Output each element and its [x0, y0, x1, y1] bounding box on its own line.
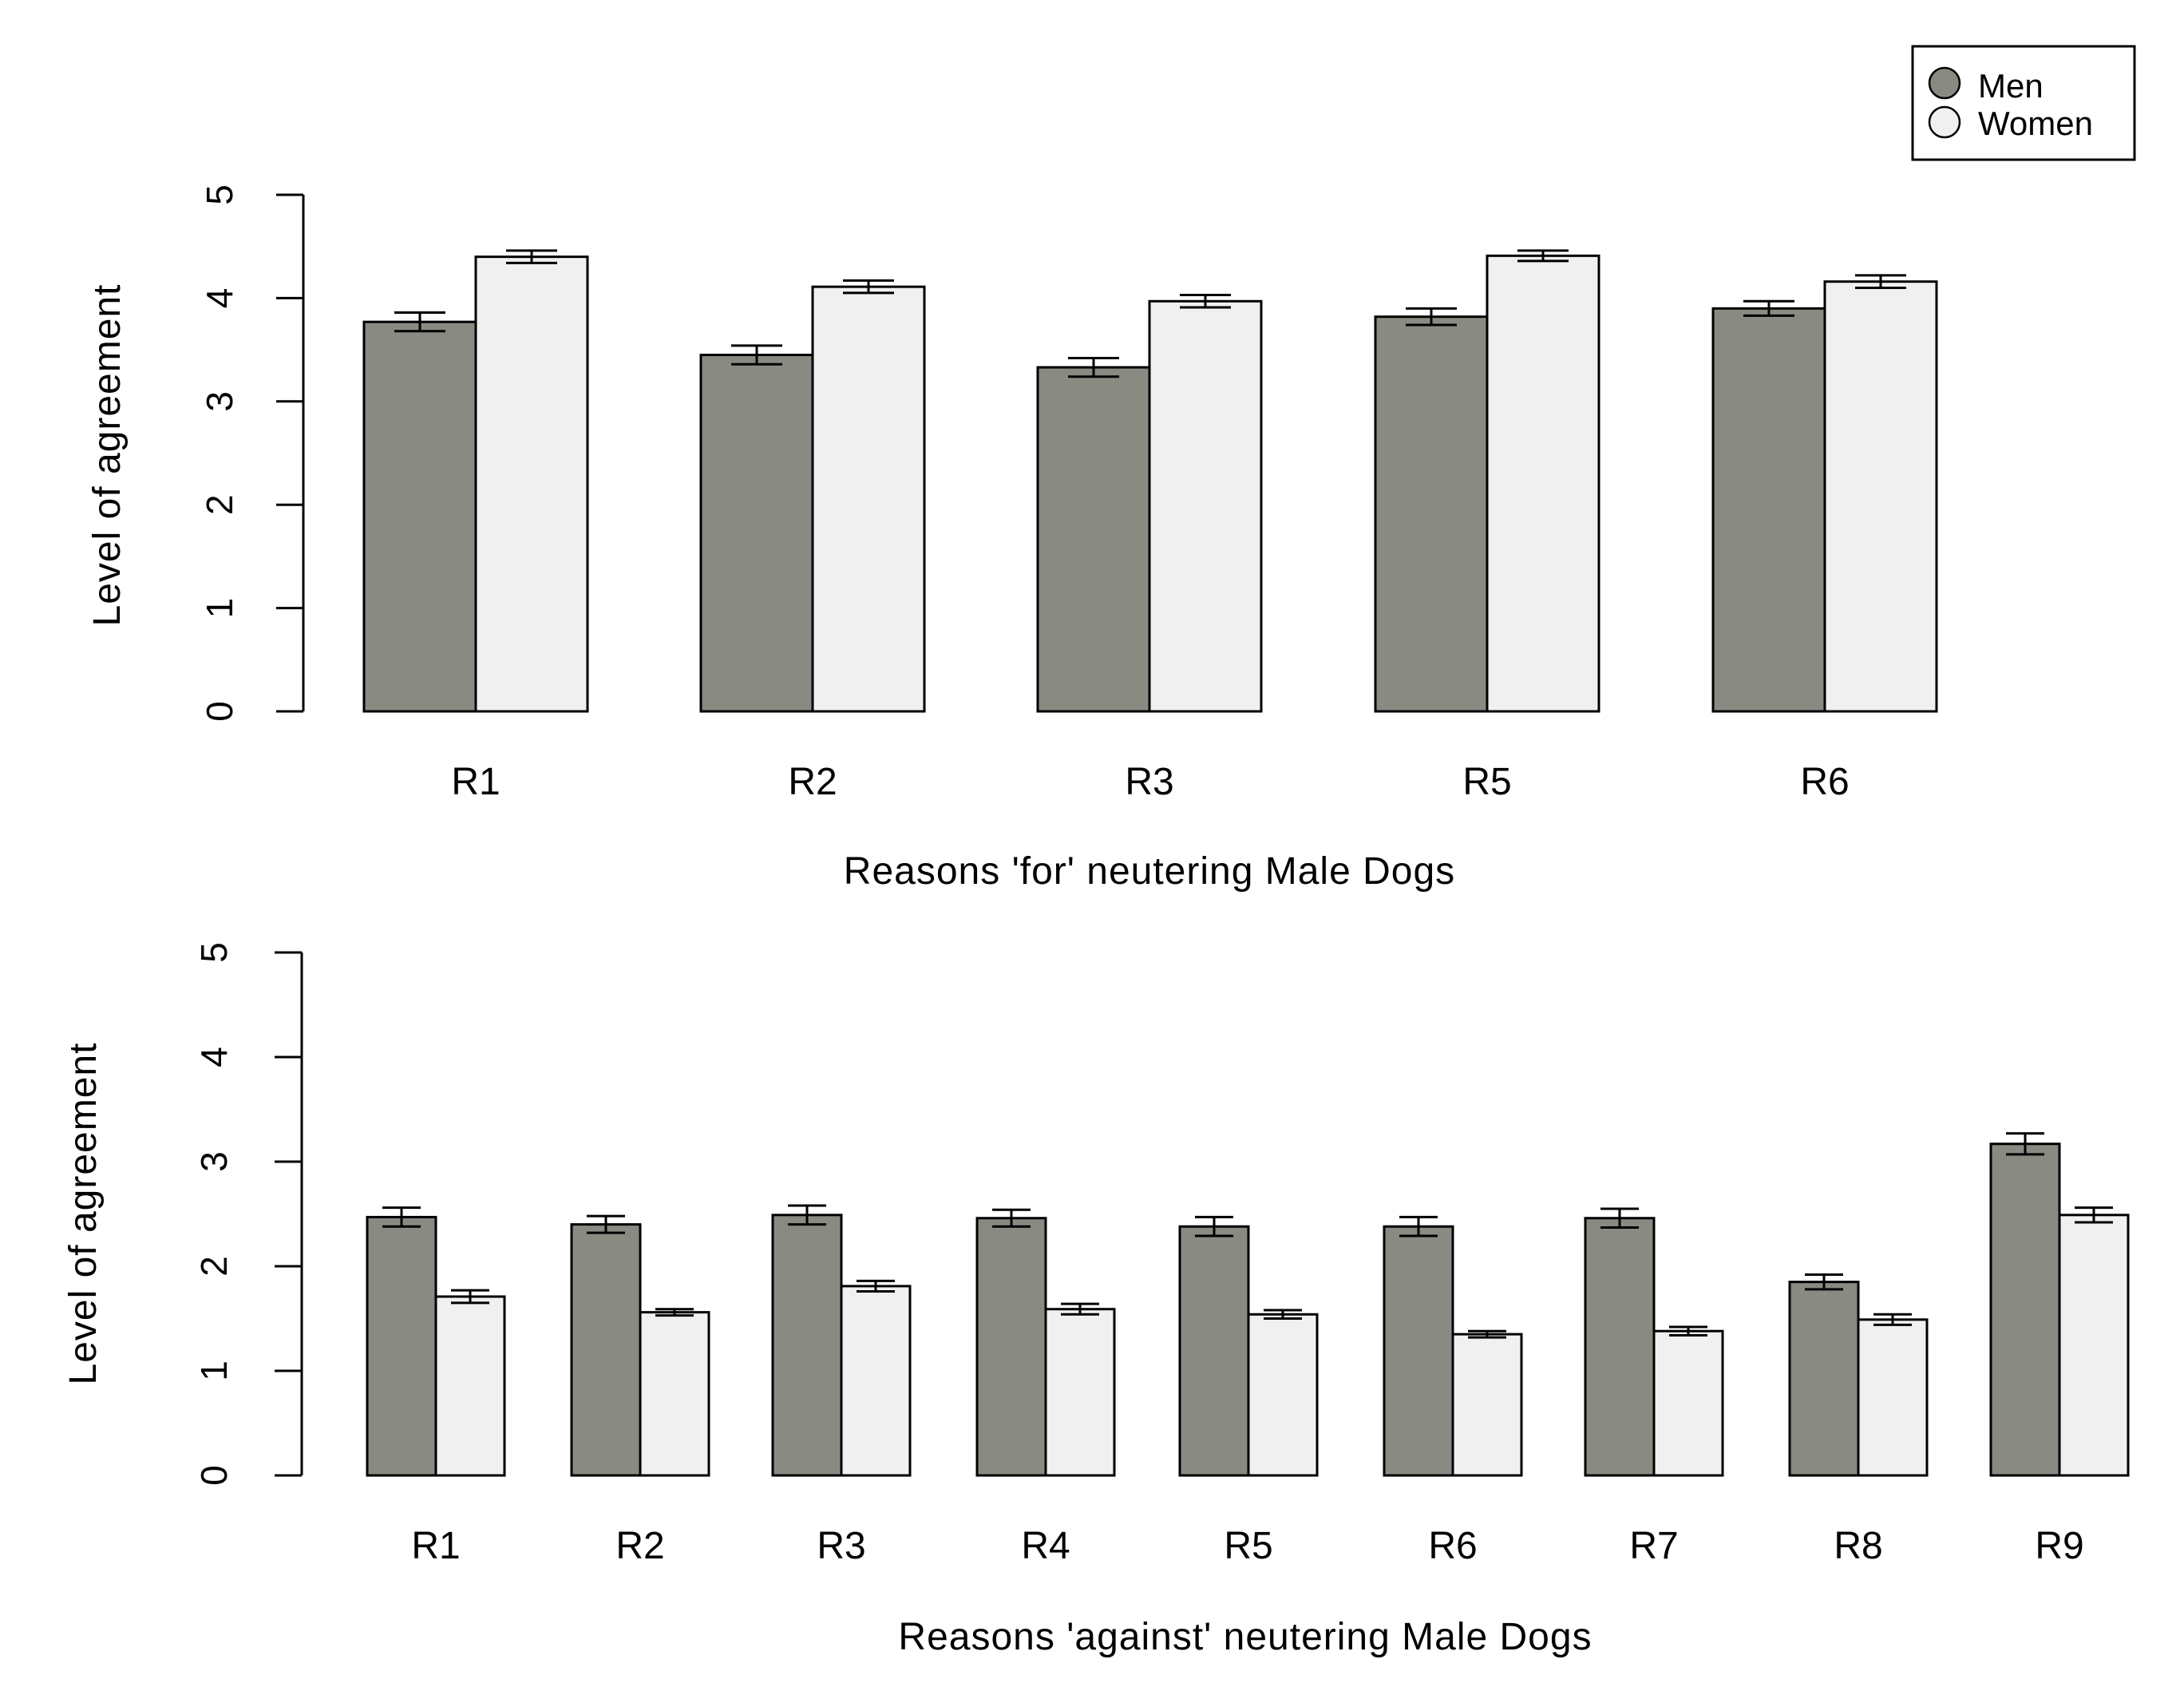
bar-men — [1036, 366, 1151, 713]
y-tick-label: 0 — [193, 1465, 235, 1486]
chart-for-reasons: Level of agreement Reasons 'for' neuteri… — [86, 184, 1938, 893]
bar-men — [1711, 307, 1826, 713]
y-tick-label: 1 — [193, 1360, 235, 1381]
legend: Men Women — [1911, 45, 2136, 161]
y-axis-title-top: Level of agreement — [86, 284, 129, 627]
bar-men — [1178, 1225, 1250, 1477]
y-tick-label: 4 — [199, 288, 240, 309]
category-label: R5 — [1462, 761, 1511, 803]
category-label: R6 — [1428, 1525, 1477, 1567]
category-label: R2 — [788, 761, 837, 803]
y-tick-label: 0 — [199, 701, 240, 722]
category-label: R8 — [1834, 1525, 1882, 1567]
legend-label-men: Men — [1978, 67, 2044, 105]
chart-marks-top: 0 1 2 3 4 5 R1 R2 R3 R5 R6 — [199, 184, 1938, 803]
bar-men — [699, 354, 814, 713]
y-tick-label: 2 — [199, 494, 240, 515]
y-tick-label: 5 — [193, 942, 235, 963]
bar-men — [570, 1223, 642, 1477]
legend-swatch-women — [1928, 105, 1961, 139]
category-label: R2 — [615, 1525, 664, 1567]
bar-women — [2058, 1214, 2130, 1477]
y-tick-label: 2 — [193, 1256, 235, 1277]
category-label: R3 — [1125, 761, 1173, 803]
category-label: R3 — [817, 1525, 865, 1567]
y-axis-title-bottom: Level of agreement — [62, 1043, 105, 1385]
bar-women — [1044, 1308, 1116, 1477]
bar-men — [362, 320, 477, 713]
legend-box — [1911, 45, 2136, 161]
x-axis-title-top: Reasons 'for' neutering Male Dogs — [844, 850, 1455, 893]
y-tick-label: 3 — [199, 391, 240, 412]
x-axis-title-bottom: Reasons 'against' neutering Male Dogs — [898, 1616, 1592, 1658]
category-label: R4 — [1021, 1525, 1070, 1567]
bar-men — [975, 1217, 1047, 1477]
y-tick-label: 1 — [199, 598, 240, 619]
bar-women — [1148, 299, 1263, 713]
category-label: R7 — [1629, 1525, 1678, 1567]
bar-men — [771, 1214, 843, 1477]
legend-swatch-men — [1928, 66, 1961, 100]
category-label: R9 — [2035, 1525, 2083, 1567]
bar-men — [366, 1215, 437, 1477]
category-label: R1 — [451, 761, 500, 803]
bar-men — [1374, 315, 1489, 713]
y-tick-label: 5 — [199, 184, 240, 205]
bar-men — [1788, 1281, 1860, 1477]
bar-women — [1486, 254, 1600, 713]
y-tick-label: 4 — [193, 1047, 235, 1067]
category-label: R6 — [1800, 761, 1849, 803]
bar-women — [840, 1285, 912, 1477]
bar-women — [474, 255, 589, 713]
bar-men — [1383, 1225, 1454, 1477]
category-label: R1 — [411, 1525, 460, 1567]
bar-women — [1823, 280, 1938, 713]
bar-women — [434, 1295, 506, 1477]
bar-women — [639, 1311, 710, 1477]
bar-women — [1652, 1329, 1724, 1477]
bar-men — [1584, 1217, 1656, 1477]
legend-label-women: Women — [1978, 105, 2093, 142]
bar-women — [811, 285, 926, 713]
y-tick-label: 3 — [193, 1151, 235, 1172]
bar-women — [1451, 1333, 1523, 1477]
bar-women — [1247, 1313, 1319, 1477]
bar-men — [1989, 1142, 2061, 1477]
category-label: R5 — [1224, 1525, 1272, 1567]
bar-women — [1857, 1318, 1929, 1477]
chart-marks-bottom: 0 1 2 3 4 5 R1 R2 R3 R4 R5 R6 R7 R8 R9 — [193, 942, 2130, 1567]
chart-against-reasons: Level of agreement Reasons 'against' neu… — [62, 942, 2130, 1658]
